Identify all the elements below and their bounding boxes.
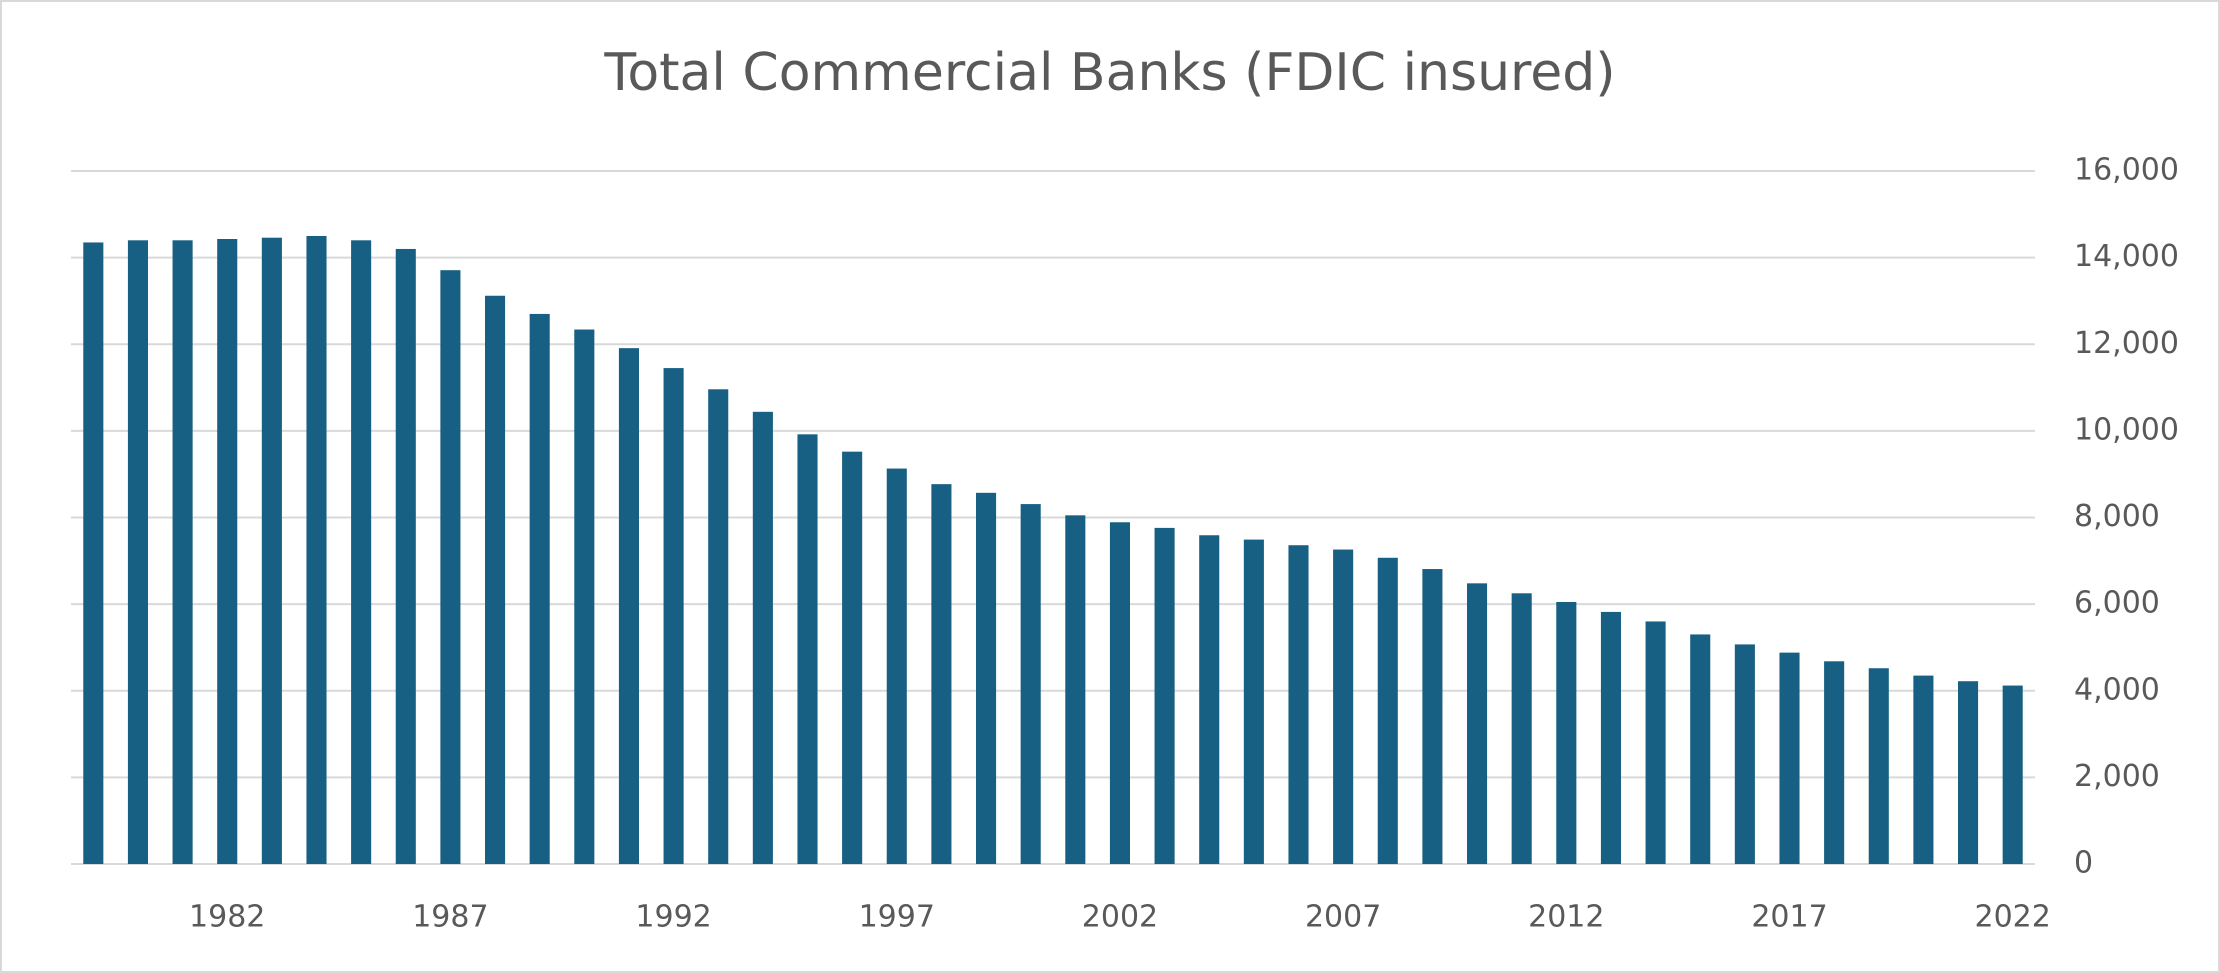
y-tick-label: 14,000	[2074, 239, 2179, 274]
bar	[1600, 611, 1621, 864]
x-tick-label: 1992	[635, 900, 711, 935]
bar	[395, 248, 416, 864]
bar	[574, 329, 595, 864]
y-tick-label: 16,000	[2074, 153, 2179, 188]
y-tick-label: 12,000	[2074, 326, 2179, 361]
x-tick-label: 1987	[412, 900, 488, 935]
x-tick-label: 2002	[1082, 900, 1158, 935]
bar	[1913, 675, 1934, 864]
bar	[1734, 644, 1755, 864]
bar	[440, 270, 461, 864]
bar	[1109, 522, 1130, 864]
bar	[83, 242, 104, 864]
bar	[2002, 685, 2023, 864]
bar	[618, 348, 639, 864]
bar	[261, 237, 282, 865]
y-tick-label: 2,000	[2074, 759, 2160, 794]
bar	[127, 240, 148, 865]
x-tick-label: 2022	[1975, 900, 2051, 935]
bar	[1467, 583, 1488, 864]
y-tick-label: 4,000	[2074, 672, 2160, 707]
bar	[1020, 504, 1041, 864]
x-tick-label: 2012	[1528, 900, 1604, 935]
bar	[1243, 539, 1264, 864]
bar	[708, 389, 729, 864]
bar	[1065, 515, 1086, 864]
bar	[797, 434, 818, 864]
x-tick-label: 2007	[1305, 900, 1381, 935]
bar	[1154, 527, 1175, 864]
y-tick-label: 6,000	[2074, 586, 2160, 621]
bar	[485, 295, 506, 864]
bar	[1199, 535, 1220, 864]
chart-title: Total Commercial Banks (FDIC insured)	[603, 43, 1615, 103]
x-tick-label: 1997	[859, 900, 935, 935]
bar	[1422, 569, 1443, 864]
bar	[752, 411, 773, 864]
y-tick-label: 8,000	[2074, 499, 2160, 534]
bar	[1377, 557, 1398, 864]
bar	[1824, 661, 1845, 864]
bar	[1511, 593, 1532, 864]
bar	[1868, 668, 1889, 864]
y-tick-label: 10,000	[2074, 412, 2179, 447]
bar	[1645, 621, 1666, 864]
bar	[172, 240, 193, 865]
x-tick-label: 2017	[1751, 900, 1827, 935]
bar	[886, 468, 907, 864]
bar	[1288, 545, 1309, 864]
bar	[663, 368, 684, 864]
y-tick-label: 0	[2074, 846, 2093, 881]
bar	[351, 240, 372, 865]
bar	[842, 451, 863, 864]
bar	[529, 313, 550, 864]
bar	[1556, 601, 1577, 864]
bar	[976, 492, 997, 864]
bar	[1333, 549, 1354, 864]
bar	[306, 235, 327, 864]
bar	[931, 484, 952, 864]
x-tick-label: 1982	[189, 900, 265, 935]
bar	[1958, 681, 1979, 864]
bar	[1779, 652, 1800, 864]
bar	[1690, 634, 1711, 864]
bar	[217, 239, 238, 865]
